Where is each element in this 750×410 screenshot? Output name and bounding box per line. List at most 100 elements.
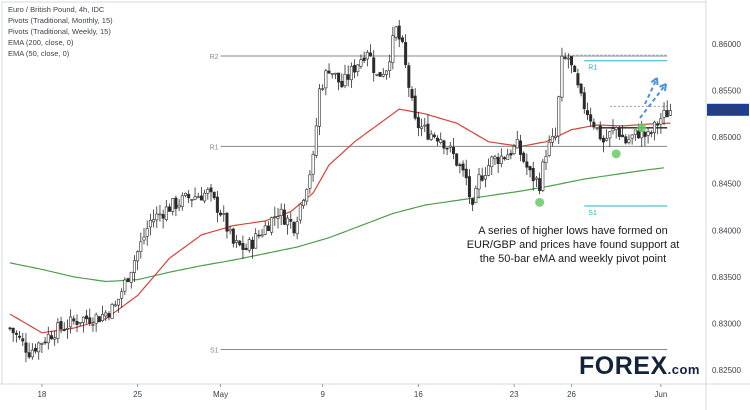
candle-body <box>496 157 500 165</box>
candle-body <box>270 217 274 233</box>
candle-body <box>589 114 593 122</box>
candle-body <box>544 156 548 164</box>
candle-body <box>649 132 653 134</box>
candle-body <box>595 127 599 129</box>
candle-body <box>282 209 286 225</box>
plot-border <box>1 1 707 385</box>
candle-body <box>24 342 28 353</box>
candle-body <box>509 152 513 156</box>
candle-body <box>499 155 503 164</box>
candle-body <box>410 89 414 99</box>
candle-body <box>180 195 184 207</box>
candle-body <box>215 196 219 213</box>
candle-body <box>404 42 408 65</box>
candle-body <box>222 213 226 215</box>
candle-body <box>394 26 398 38</box>
candle-body <box>263 225 267 235</box>
candle-body <box>298 203 302 221</box>
candle-body <box>327 70 331 74</box>
candle-body <box>88 317 92 324</box>
candle-body <box>538 178 542 192</box>
candle-body <box>621 134 625 138</box>
pivot-label: S1 <box>588 210 597 217</box>
projection-arrow <box>639 83 667 119</box>
candle-body <box>439 139 443 143</box>
candle-body <box>413 95 417 119</box>
candle-body <box>203 192 207 202</box>
candle-body <box>231 228 235 244</box>
x-tick-label: 25 <box>133 390 142 399</box>
candle-body <box>14 332 18 335</box>
candle-body <box>161 214 165 219</box>
candle-body <box>155 213 159 221</box>
candle-body <box>464 168 468 179</box>
candle-body <box>531 168 535 182</box>
candle-body <box>305 189 309 202</box>
candle-body <box>420 126 424 129</box>
candle-body <box>286 217 290 226</box>
candle-body <box>624 136 628 144</box>
candle-body <box>49 335 53 340</box>
candle-body <box>442 140 446 149</box>
candle-body <box>560 55 564 98</box>
candle-body <box>617 127 621 137</box>
candle-body <box>308 174 312 189</box>
candle-body <box>314 125 318 156</box>
candle-body <box>388 61 392 71</box>
candle-body <box>171 198 175 212</box>
pivot-label: R1 <box>588 65 597 72</box>
candle-body <box>381 74 385 77</box>
candle-body <box>627 139 631 143</box>
candle-body <box>266 225 270 232</box>
candle-body <box>646 131 650 136</box>
candle-body <box>250 239 254 249</box>
candle-body <box>384 70 388 75</box>
candle-body <box>174 197 178 209</box>
candle-body <box>187 193 191 199</box>
logo-text: FOREX <box>579 352 668 380</box>
candle-body <box>372 57 376 73</box>
candle-body <box>209 187 213 193</box>
candle-body <box>493 156 497 160</box>
candle-body <box>177 204 181 208</box>
annotation-line-2: EUR/GBP and prices have found support at <box>466 239 680 251</box>
x-tick-label: May <box>213 390 228 399</box>
x-tick-label: 26 <box>567 390 576 399</box>
candle-body <box>557 96 561 137</box>
y-tick-label: 0.85500 <box>712 87 741 96</box>
candle-body <box>132 260 136 273</box>
candle-body <box>158 213 162 216</box>
higher-low-marker <box>637 123 647 133</box>
ema200-line <box>9 167 665 283</box>
candle-body <box>238 240 242 246</box>
candle-body <box>273 216 277 218</box>
candle-body <box>139 241 143 252</box>
candle-body <box>65 327 69 330</box>
candle-body <box>445 147 449 150</box>
candle-body <box>101 314 105 321</box>
pivot-label: S1 <box>210 348 219 355</box>
candle-body <box>324 70 328 89</box>
candle-body <box>528 166 532 171</box>
candle-body <box>279 208 283 216</box>
last-price-label: 0.85293 <box>711 106 740 115</box>
candle-body <box>152 219 156 223</box>
x-tick-label: 18 <box>37 390 46 399</box>
candle-body <box>563 56 567 59</box>
annotation-line-1: A series of higher lows have formed on <box>478 225 668 237</box>
candle-body <box>436 137 440 142</box>
candle-body <box>353 64 357 73</box>
x-tick-label: 9 <box>320 390 325 399</box>
ema50-line <box>9 108 671 334</box>
candle-body <box>343 73 347 87</box>
candle-body <box>56 322 60 339</box>
y-tick-label: 0.83500 <box>712 273 741 282</box>
candle-body <box>487 165 491 176</box>
candle-body <box>547 142 551 156</box>
candle-body <box>53 337 57 340</box>
higher-low-marker <box>611 149 621 159</box>
candle-body <box>94 314 98 324</box>
candle-body <box>59 321 63 330</box>
